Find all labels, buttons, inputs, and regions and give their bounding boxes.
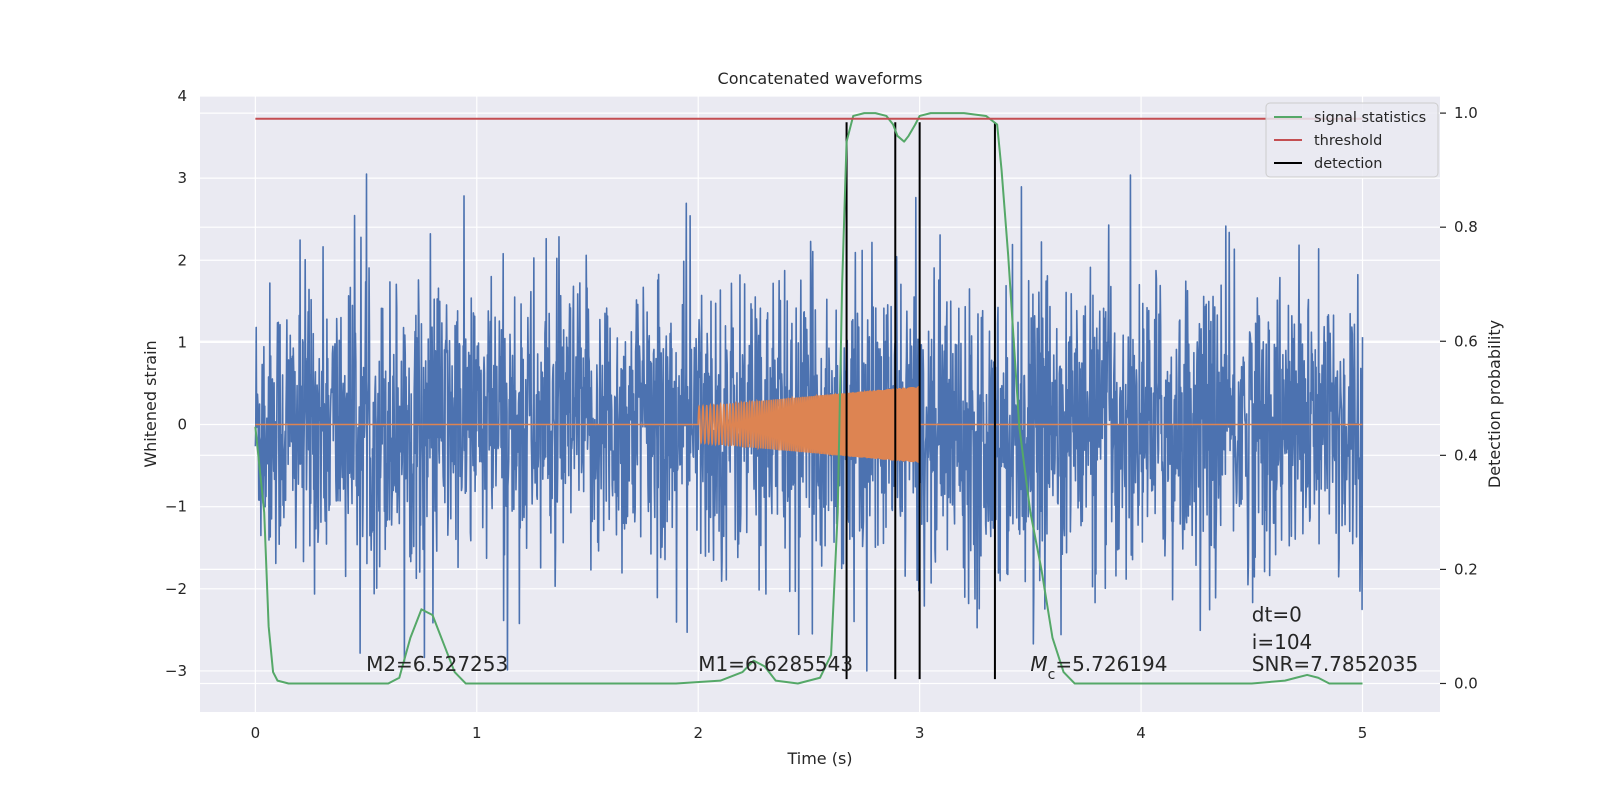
annotation: i=104 [1252, 630, 1313, 654]
annotation: dt=0 [1252, 603, 1302, 627]
y2-tick-label: 0.2 [1454, 560, 1478, 578]
signal-statistics-line [254, 112, 1363, 685]
y-tick-label: −3 [165, 662, 187, 680]
y-tick-label: −1 [165, 498, 187, 516]
y-tick-label: 3 [177, 169, 187, 187]
legend-label: threshold [1314, 133, 1382, 149]
annotation: SNR=7.7852035 [1252, 652, 1418, 676]
chart-title: Concatenated waveforms [718, 69, 923, 88]
x-tick-label: 1 [472, 724, 482, 742]
legend-label: detection [1314, 156, 1382, 172]
chirp-series [255, 386, 1363, 464]
x-tick-label: 2 [693, 724, 703, 742]
annotations: M2=6.527253 M1=6.6285543 Mc=5.726194 SNR=7.… [366, 603, 1418, 683]
y-tick-label: 4 [177, 87, 187, 105]
y2-tick-label: 0.4 [1454, 446, 1478, 464]
y2-tick-label: 0.8 [1454, 218, 1478, 236]
y2-tick-label: 1.0 [1454, 104, 1478, 122]
y-tick-label: −2 [165, 580, 187, 598]
legend: signal statistics threshold detection [1265, 102, 1439, 178]
y2-tick-label: 0.0 [1454, 674, 1478, 692]
x-tick-label: 4 [1136, 724, 1146, 742]
right-axis-series [254, 112, 1363, 685]
ticks: 0 1 2 3 4 5 −3 −2 −1 0 1 2 3 4 0.0 0.2 0.4 0.6 0.8 1.0 [165, 87, 1478, 742]
annotation: M1=6.6285543 [698, 652, 853, 676]
y2-tick-label: 0.6 [1454, 332, 1478, 350]
annotation: M2=6.527253 [366, 652, 508, 676]
legend-frame [1265, 102, 1439, 178]
x-axis-label: Time (s) [786, 749, 852, 768]
x-tick-label: 0 [251, 724, 261, 742]
y-tick-label: 0 [177, 416, 187, 434]
detection-lines [845, 122, 996, 680]
y-tick-label: 1 [177, 333, 187, 351]
y2-axis-label: Detection probability [1485, 320, 1504, 488]
x-tick-label: 3 [915, 724, 925, 742]
y-axis-label: Whitened strain [141, 340, 160, 467]
chirp-line [255, 386, 1363, 464]
y-tick-label: 2 [177, 251, 187, 269]
legend-label: signal statistics [1314, 110, 1426, 126]
x-tick-label: 5 [1358, 724, 1368, 742]
annotation: Mc=5.726194 [1030, 652, 1167, 683]
